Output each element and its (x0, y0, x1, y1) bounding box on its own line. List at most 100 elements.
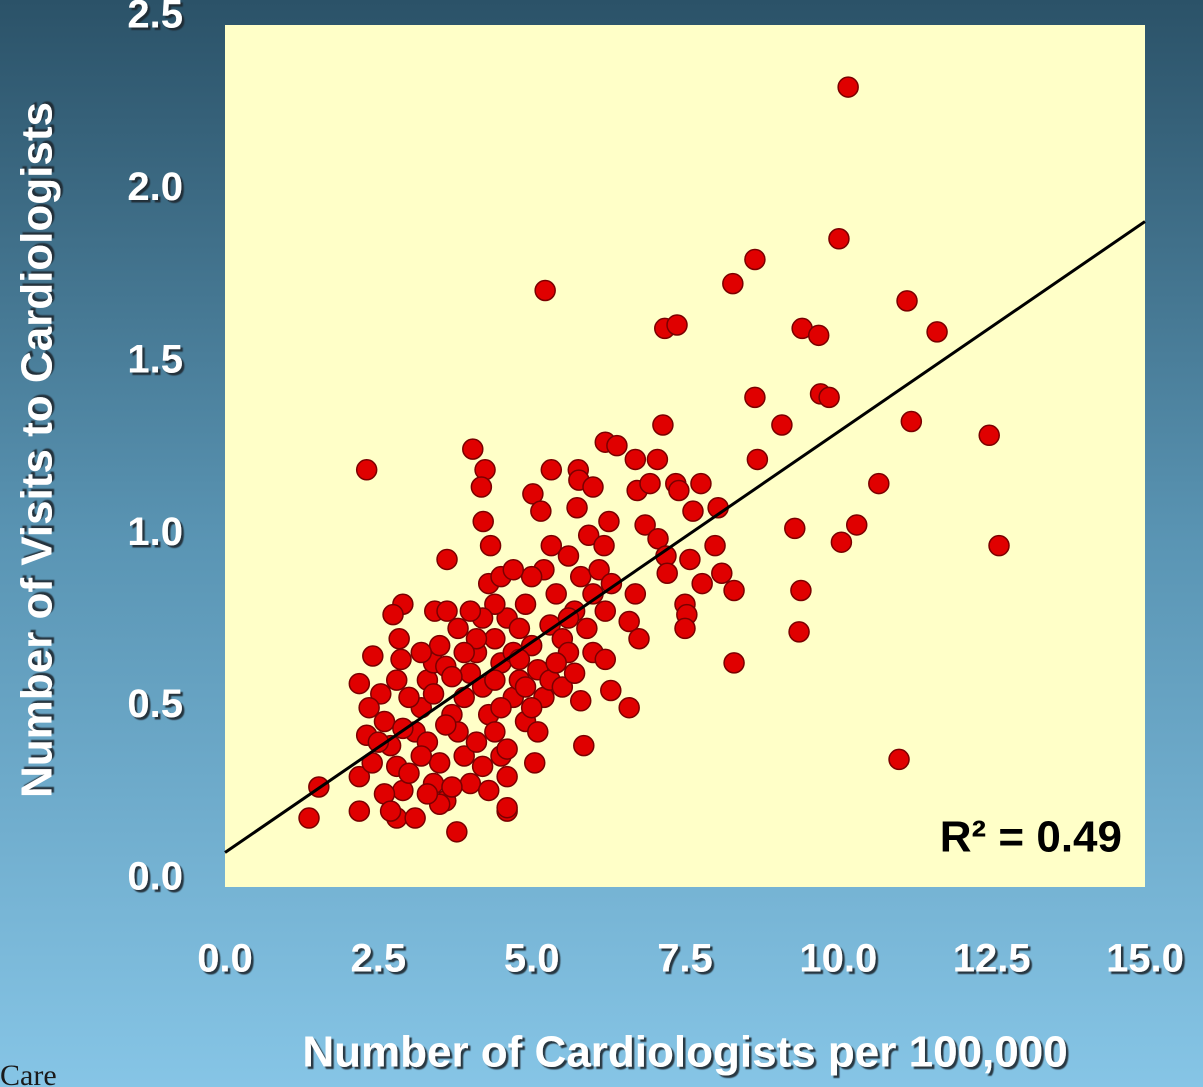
point (484, 593, 506, 616)
point (348, 672, 371, 695)
point (362, 645, 384, 667)
point (390, 648, 412, 671)
point (837, 76, 859, 98)
point (462, 438, 484, 460)
x-tick-label: 10.0 (799, 937, 877, 981)
point (545, 652, 567, 674)
point (978, 424, 1000, 447)
point (398, 762, 420, 784)
point (496, 765, 518, 788)
y-tick-label: 0.0 (127, 855, 183, 899)
point (600, 679, 622, 702)
point (830, 531, 853, 553)
point (484, 721, 506, 743)
point (410, 745, 433, 767)
point (618, 610, 640, 633)
point (530, 500, 552, 522)
point (900, 410, 923, 433)
point (690, 472, 712, 495)
point (379, 800, 402, 822)
point (593, 534, 615, 557)
point (477, 779, 500, 802)
point (744, 386, 766, 409)
point (382, 603, 404, 626)
point (723, 579, 745, 602)
y-tick-label: 1.0 (127, 510, 183, 554)
point (446, 821, 468, 843)
point (711, 562, 733, 584)
point (471, 755, 494, 778)
point (404, 807, 426, 829)
point (682, 500, 704, 522)
point (746, 448, 769, 471)
point (722, 272, 744, 295)
y-tick-label: 1.5 (127, 337, 183, 381)
point (465, 627, 488, 650)
point (545, 583, 567, 605)
point (624, 448, 647, 471)
point (594, 600, 617, 622)
point (474, 459, 496, 481)
point (436, 600, 458, 622)
point (569, 690, 592, 712)
point (624, 583, 647, 605)
point (428, 752, 451, 774)
point (472, 510, 494, 533)
point (868, 472, 890, 495)
point (388, 627, 410, 650)
point (453, 745, 475, 767)
point (435, 714, 457, 736)
point (656, 562, 678, 584)
point (639, 472, 661, 495)
point (470, 476, 493, 498)
point (926, 321, 948, 343)
point (490, 696, 512, 719)
point (566, 496, 588, 519)
y-tick-label: 0.5 (127, 682, 183, 726)
point (577, 524, 600, 547)
point (744, 248, 766, 271)
point (422, 683, 445, 705)
point (370, 683, 392, 705)
point (358, 696, 380, 719)
point (459, 600, 482, 622)
point (508, 648, 531, 671)
trendline (224, 220, 1146, 854)
point (496, 738, 518, 760)
point (704, 534, 726, 557)
x-tick-label: 7.5 (657, 937, 713, 981)
point (453, 641, 475, 664)
point (514, 593, 537, 616)
point (668, 479, 690, 502)
point (540, 534, 563, 557)
x-tick-label: 2.5 (351, 937, 407, 981)
footnote: Care (0, 1059, 57, 1087)
point (557, 545, 580, 567)
point (441, 665, 463, 688)
point (600, 572, 623, 595)
point (348, 800, 371, 822)
y-tick-label: 2.5 (127, 0, 183, 37)
point (502, 559, 525, 581)
point (496, 796, 518, 819)
point (666, 314, 688, 336)
point (582, 476, 604, 498)
point (520, 565, 543, 588)
point (539, 614, 561, 636)
point (447, 617, 469, 640)
point (540, 459, 563, 481)
point (594, 648, 617, 671)
point (527, 721, 549, 743)
point (373, 710, 396, 733)
point (788, 621, 810, 643)
point (674, 617, 696, 640)
y-tick-label: 2.0 (127, 165, 183, 209)
point (385, 669, 408, 691)
point (573, 734, 595, 757)
point (652, 414, 674, 436)
point (818, 386, 840, 409)
point (618, 696, 640, 719)
annotation: R² = 0.49 (940, 813, 1122, 862)
point (514, 676, 537, 698)
